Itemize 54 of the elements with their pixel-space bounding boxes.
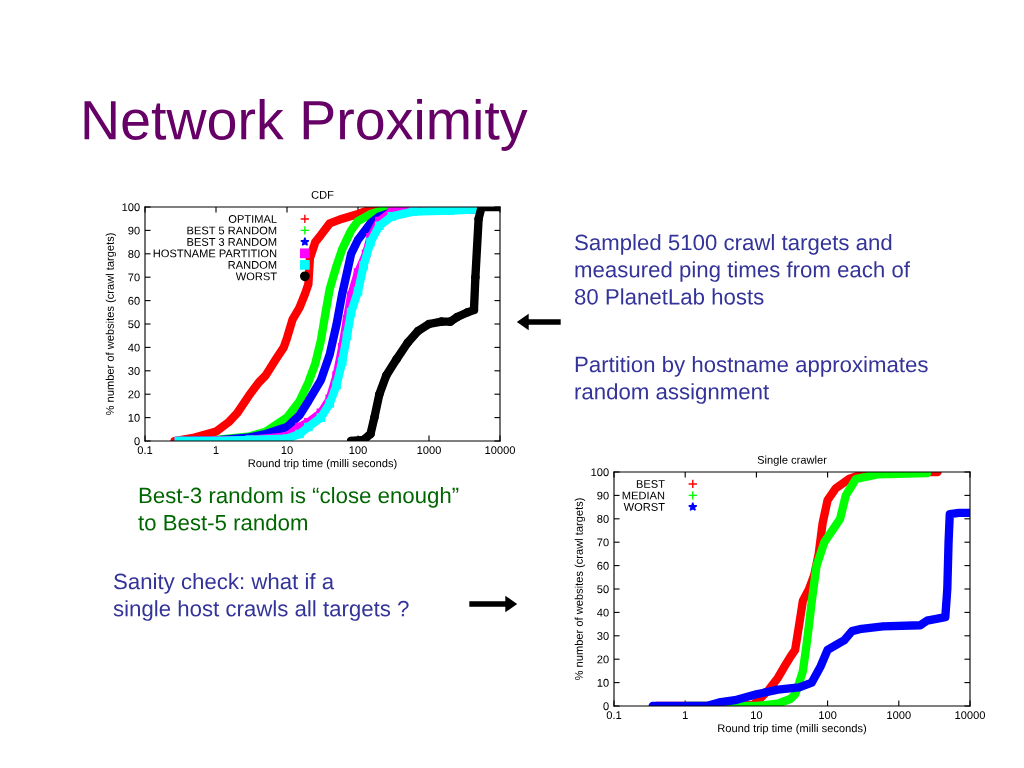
text: Sanity check: what if a single host crawls all targets ? xyxy=(113,573,409,621)
y-axis-title: % number of websites (crawl targets) xyxy=(105,233,117,415)
x-tick-label: 10000 xyxy=(485,446,516,455)
y-tick-label: 30 xyxy=(128,367,140,375)
y-tick-label: 0 xyxy=(603,702,609,711)
legend-label: BEST xyxy=(636,480,665,488)
y-tick-label: 0 xyxy=(134,437,140,446)
y-tick-label: 70 xyxy=(597,538,609,547)
y-tick-label: 90 xyxy=(597,491,609,500)
x-tick-label: 1000 xyxy=(417,446,441,455)
text: Sampled 5100 crawl targets and measured ping times from each of 80 PlanetLab hosts xyxy=(574,234,910,305)
y-tick-label: 10 xyxy=(597,678,609,687)
y-tick-label: 40 xyxy=(597,608,609,617)
y-axis-title: % number of websites (crawl targets) xyxy=(574,498,586,680)
y-tick-label: 90 xyxy=(128,226,140,235)
y-tick-label: 50 xyxy=(597,585,609,594)
y-tick-label: 30 xyxy=(597,632,609,640)
legend-label: HOSTNAME PARTITION xyxy=(153,249,277,258)
x-tick-label: 1 xyxy=(682,711,688,719)
legend-label: WORST xyxy=(235,272,277,281)
legend-label: WORST xyxy=(623,503,665,511)
x-tick-label: 0.1 xyxy=(606,711,622,720)
y-tick-label: 80 xyxy=(128,250,140,258)
y-tick-label: 20 xyxy=(597,655,609,664)
y-tick-label: 10 xyxy=(128,413,140,422)
x-tick-label: 100 xyxy=(349,446,367,455)
legend-label: OPTIMAL xyxy=(228,215,277,223)
y-tick-label: 100 xyxy=(591,468,609,477)
legend-label: BEST 5 RANDOM xyxy=(187,226,277,235)
x-tick-label: 10 xyxy=(751,711,763,720)
x-tick-label: 10 xyxy=(281,446,293,455)
y-tick-label: 40 xyxy=(128,343,140,352)
x-tick-label: 0.1 xyxy=(137,446,153,455)
y-tick-label: 70 xyxy=(128,273,140,282)
y-tick-label: 50 xyxy=(128,320,140,329)
x-axis-title: Round trip time (milli seconds) xyxy=(248,459,397,470)
chart-title: CDF xyxy=(311,190,334,199)
y-tick-label: 100 xyxy=(122,203,140,212)
y-tick-label: 80 xyxy=(597,515,609,523)
x-axis-title: Round trip time (milli seconds) xyxy=(718,724,867,735)
x-tick-label: 10000 xyxy=(955,711,986,720)
legend-label: MEDIAN xyxy=(622,491,665,500)
text: Best-3 random is “close enough” to Best-5 random xyxy=(138,487,459,531)
y-tick-label: 60 xyxy=(128,296,140,305)
y-tick-label: 60 xyxy=(597,561,609,570)
x-tick-label: 1000 xyxy=(887,711,911,720)
legend-label: RANDOM xyxy=(228,260,277,269)
legend-label: BEST 3 RANDOM xyxy=(187,238,277,246)
text: Network Proximity xyxy=(84,99,528,151)
text: Partition by hostname approximates random assignment xyxy=(575,356,928,404)
chart-title: Single crawler xyxy=(757,455,827,466)
x-tick-label: 1 xyxy=(213,446,219,454)
y-tick-label: 20 xyxy=(128,390,140,399)
x-tick-label: 100 xyxy=(819,711,837,720)
